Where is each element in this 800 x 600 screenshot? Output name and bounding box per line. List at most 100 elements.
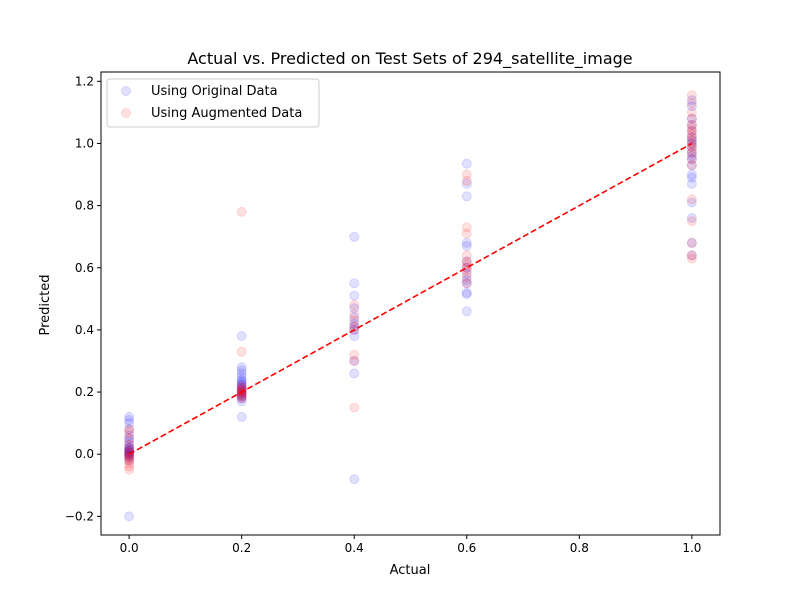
augmented-data-point-28 <box>349 309 360 320</box>
original-data-point-62 <box>461 287 472 298</box>
augmented-data-point-1 <box>124 427 135 438</box>
augmented-data-point-38 <box>461 228 472 239</box>
legend-marker-augmented <box>121 108 131 118</box>
original-data-point-23 <box>236 368 247 379</box>
original-data-point-61 <box>461 278 472 289</box>
original-data-point-78 <box>686 169 697 180</box>
original-data-point-50 <box>349 368 360 379</box>
legend-box <box>106 78 320 128</box>
augmented-data-point-64 <box>686 237 697 248</box>
augmented-data-point-62 <box>686 194 697 205</box>
legend: Using Original Data Using Augmented Data <box>106 78 320 128</box>
original-data-point-79 <box>686 172 697 183</box>
original-data-point-20 <box>236 331 247 342</box>
legend-label-original: Using Original Data <box>151 84 278 99</box>
augmented-data-point-14 <box>124 464 135 475</box>
x-tick-label: 0.4 <box>345 541 364 555</box>
original-data-point-45 <box>349 318 360 329</box>
original-data-point-69 <box>686 126 697 137</box>
original-data-point-16 <box>124 455 135 466</box>
original-data-point-4 <box>124 424 135 435</box>
original-data-point-70 <box>686 132 697 143</box>
original-data-point-3 <box>124 418 135 429</box>
original-data-point-80 <box>686 178 697 189</box>
x-axis-ticks: 0.0 0.2 0.4 0.6 0.8 1.0 <box>120 535 701 555</box>
augmented-data-point-29 <box>349 315 360 326</box>
augmented-data-point-11 <box>124 455 135 466</box>
original-data-point-67 <box>686 113 697 124</box>
original-data-point-7 <box>124 436 135 447</box>
original-data-point-6 <box>124 433 135 444</box>
augmented-data-point-66 <box>686 253 697 264</box>
original-data-point-76 <box>686 154 697 165</box>
original-data-point-68 <box>686 119 697 130</box>
original-data-point-51 <box>349 474 360 485</box>
original-data-point-63 <box>461 289 472 300</box>
original-data-point-48 <box>349 331 360 342</box>
original-data-point-59 <box>461 268 472 279</box>
original-data-point-21 <box>236 362 247 373</box>
augmented-data-point-9 <box>124 452 135 463</box>
augmented-data-point-42 <box>461 262 472 273</box>
original-data-point-40 <box>349 231 360 242</box>
augmented-data-point-54 <box>686 132 697 143</box>
original-data-point-75 <box>686 150 697 161</box>
original-data-point-25 <box>236 374 247 385</box>
original-data-point-56 <box>461 241 472 252</box>
augmented-data-point-3 <box>124 439 135 450</box>
augmented-data-point-61 <box>686 160 697 171</box>
original-data-point-64 <box>461 306 472 317</box>
x-tick-label: 0.0 <box>120 541 139 555</box>
augmented-data-point-63 <box>686 216 697 227</box>
y-tick-label: 0.6 <box>75 261 94 275</box>
augmented-data-point-35 <box>461 169 472 180</box>
y-axis-ticks: −0.2 0.0 0.2 0.4 0.6 0.8 1.0 1.2 <box>65 74 101 523</box>
augmented-data-point-59 <box>686 147 697 158</box>
augmented-data-point-26 <box>236 393 247 404</box>
original-data-point-71 <box>686 135 697 146</box>
original-data-point-2 <box>124 415 135 426</box>
y-tick-label: 0.2 <box>75 385 94 399</box>
augmented-data-point-53 <box>686 129 697 140</box>
y-tick-label: 1.0 <box>75 136 94 150</box>
augmented-data-point-48 <box>686 107 697 118</box>
x-tick-label: 0.8 <box>570 541 589 555</box>
augmented-data-point-33 <box>349 355 360 366</box>
original-data-point-0 <box>124 511 135 522</box>
y-tick-label: 0.8 <box>75 199 94 213</box>
original-data-point-66 <box>686 101 697 112</box>
y-tick-label: 0.0 <box>75 447 94 461</box>
original-data-point-83 <box>686 237 697 248</box>
original-data-point-29 <box>236 380 247 391</box>
augmented-data-point-49 <box>686 113 697 124</box>
original-data-point-27 <box>236 377 247 388</box>
augmented-data-point-15 <box>236 206 247 217</box>
y-tick-label: 0.4 <box>75 323 94 337</box>
original-data-point-82 <box>686 213 697 224</box>
original-data-point-38 <box>236 396 247 407</box>
original-data-point-65 <box>686 94 697 105</box>
augmented-data-point-12 <box>124 458 135 469</box>
chart-title: Actual vs. Predicted on Test Sets of 294… <box>187 49 632 69</box>
augmented-data-point-55 <box>686 135 697 146</box>
plot-frame <box>100 71 721 536</box>
original-data-point-49 <box>349 355 360 366</box>
original-data-point-24 <box>236 371 247 382</box>
augmented-data-point-50 <box>686 119 697 130</box>
augmented-data-point-44 <box>461 272 472 283</box>
augmented-data-point-47 <box>686 98 697 109</box>
original-data-point-44 <box>349 312 360 323</box>
augmented-data-point-17 <box>236 380 247 391</box>
augmented-data-point-0 <box>124 424 135 435</box>
y-axis-label: Predicted <box>38 274 53 335</box>
augmented-data-point-45 <box>461 278 472 289</box>
x-tick-label: 0.6 <box>457 541 476 555</box>
original-data-point-55 <box>461 237 472 248</box>
augmented-data-point-51 <box>686 122 697 133</box>
legend-label-augmented: Using Augmented Data <box>151 106 302 121</box>
legend-marker-original <box>121 86 131 96</box>
original-data-point-41 <box>349 278 360 289</box>
original-data-point-15 <box>124 452 135 463</box>
original-data-point-60 <box>461 275 472 286</box>
